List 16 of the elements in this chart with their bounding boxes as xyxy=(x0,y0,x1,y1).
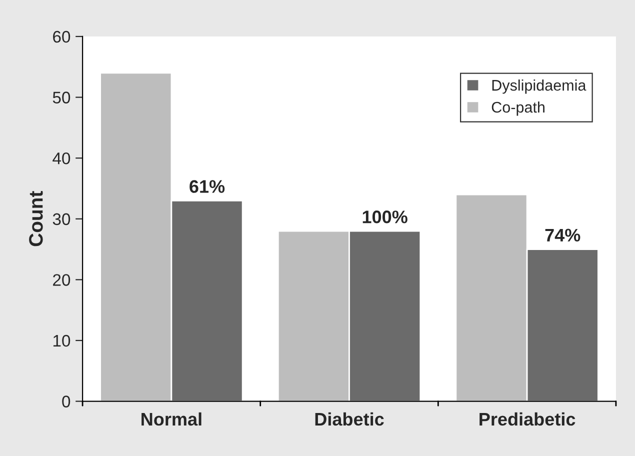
x-tick-label: Prediabetic xyxy=(480,412,576,426)
x-tick-label: Diabetic xyxy=(315,412,384,426)
annotation: 61% xyxy=(190,180,225,193)
y-tick-label: 30 xyxy=(52,213,70,226)
legend-label: Co-path xyxy=(492,101,544,116)
legend-label: Dyslipidaemia xyxy=(492,79,586,94)
y-tick-label: 0 xyxy=(62,396,70,408)
annotation: 100% xyxy=(362,210,408,224)
y-tick-label: 60 xyxy=(53,30,70,43)
y-axis-title: Count xyxy=(29,191,43,246)
y-tick-label: 20 xyxy=(53,274,70,286)
y-tick-label: 40 xyxy=(52,152,70,164)
y-tick-label: 50 xyxy=(52,92,70,104)
y-tick-label: 10 xyxy=(53,334,70,347)
x-tick-label: Normal xyxy=(142,412,202,426)
annotation: 74% xyxy=(545,228,580,242)
